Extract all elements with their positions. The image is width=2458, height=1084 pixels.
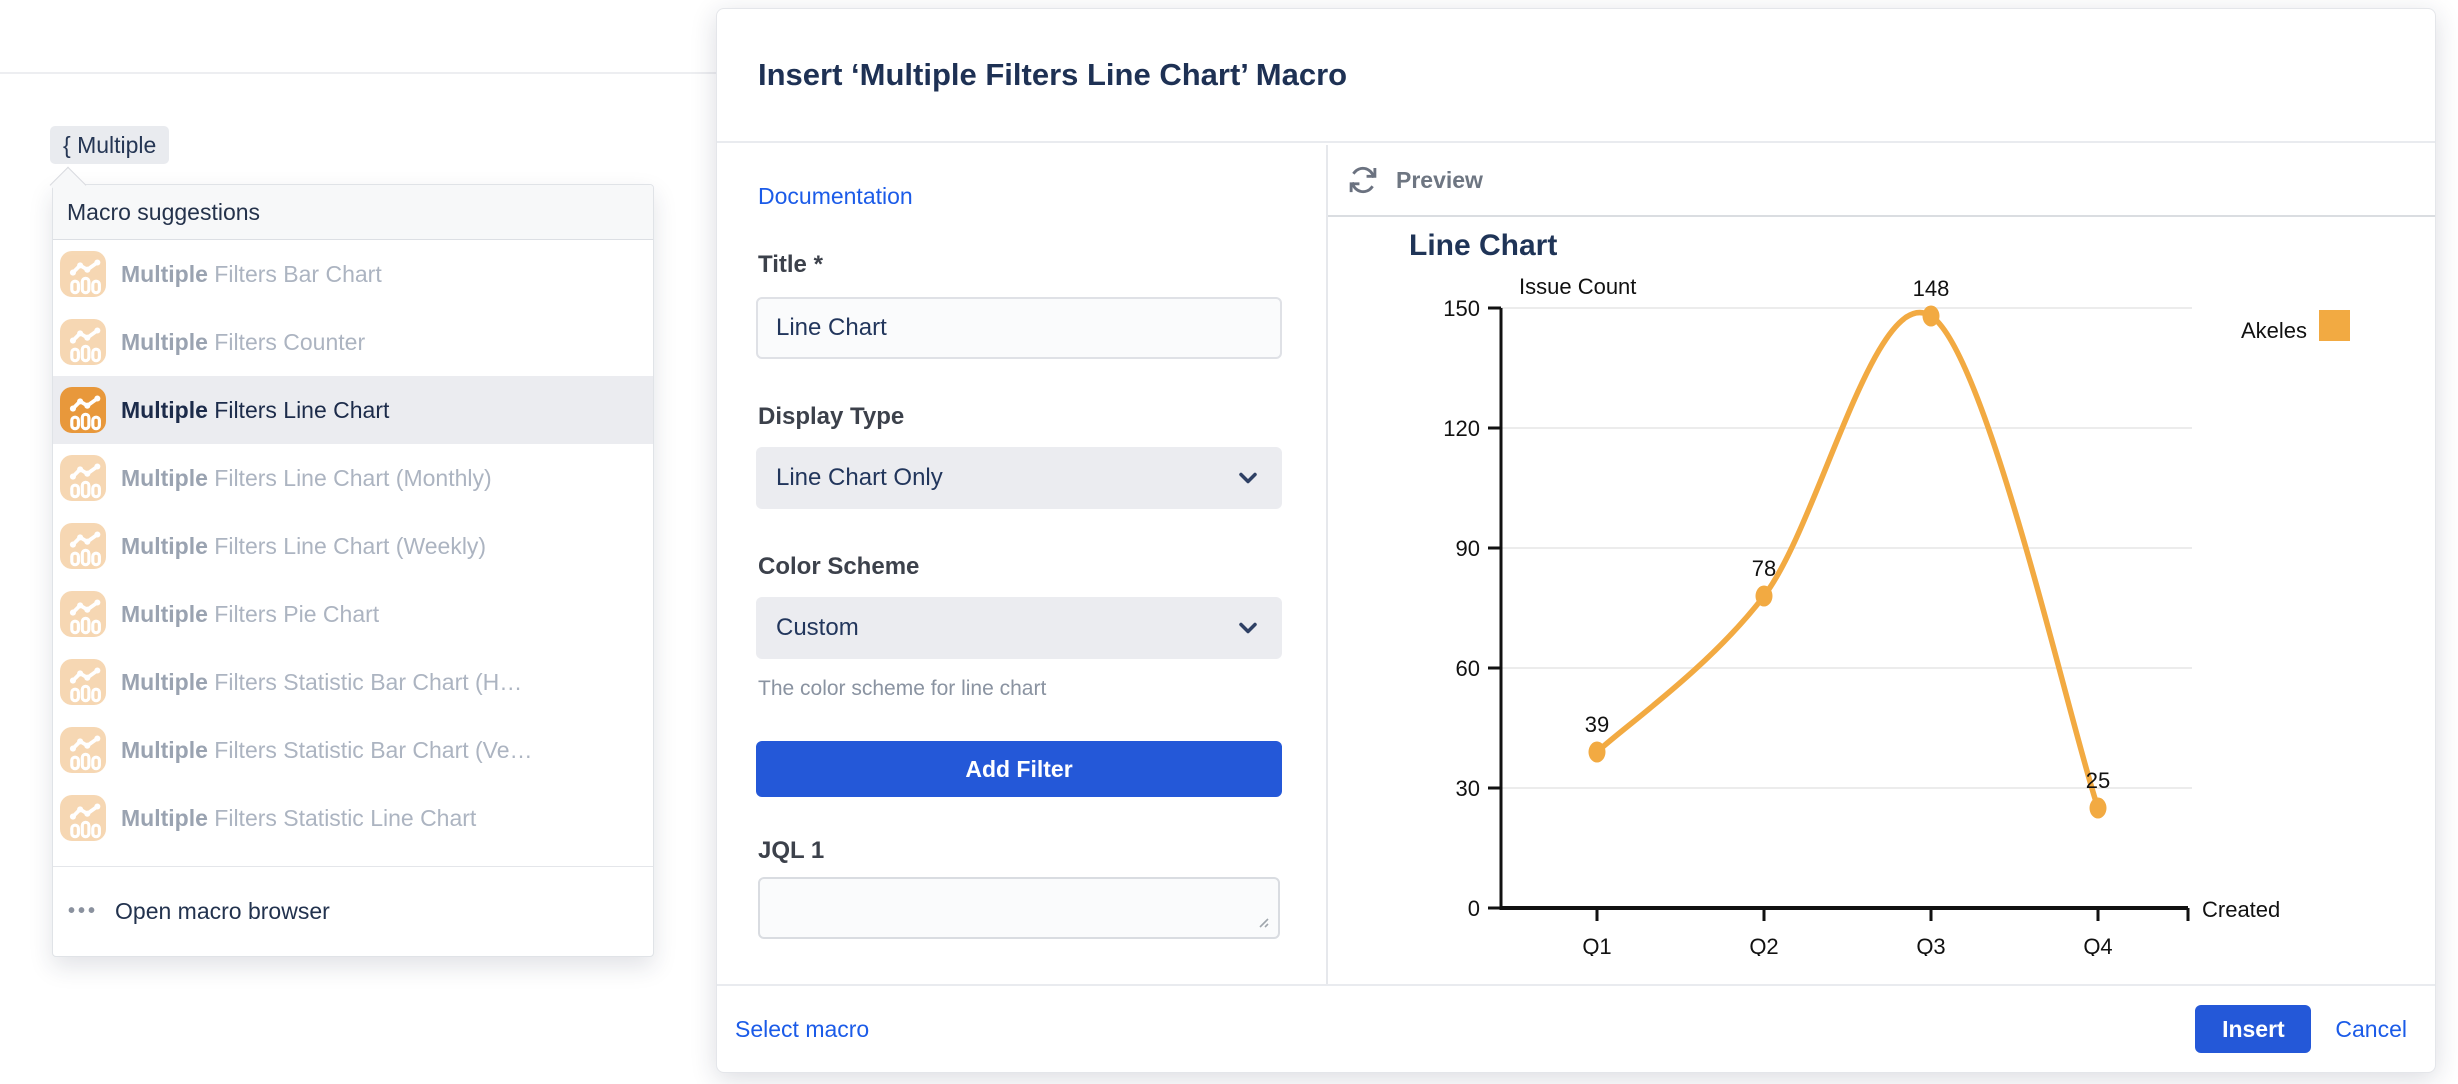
macro-suggestion-label: Multiple Filters Statistic Bar Chart (Ve…: [121, 736, 533, 763]
macro-suggestion-label: Multiple Filters Line Chart: [121, 396, 390, 423]
display-type-label: Display Type: [758, 403, 905, 430]
svg-text:25: 25: [2086, 768, 2110, 793]
svg-text:Created: Created: [2202, 897, 2280, 922]
color-scheme-help: The color scheme for line chart: [758, 677, 1047, 700]
documentation-link[interactable]: Documentation: [758, 183, 913, 209]
svg-text:90: 90: [1456, 536, 1480, 561]
svg-text:Q4: Q4: [2083, 934, 2112, 956]
macro-suggestion-label: Multiple Filters Counter: [121, 328, 366, 355]
chart-macro-icon: [60, 795, 106, 841]
svg-text:Issue Count: Issue Count: [1519, 274, 1636, 299]
display-type-select[interactable]: Line Chart Only: [756, 447, 1282, 509]
jql1-label: JQL 1: [758, 837, 825, 864]
chart-macro-icon: [60, 659, 106, 705]
chevron-down-icon: [1234, 614, 1262, 642]
title-input[interactable]: [756, 297, 1282, 359]
chart-macro-icon: [60, 523, 106, 569]
chart-macro-icon: [60, 591, 106, 637]
macro-suggestions-header: Macro suggestions: [53, 185, 653, 240]
color-scheme-select[interactable]: Custom: [756, 597, 1282, 659]
form-preview-divider: [1326, 145, 1328, 986]
insert-button[interactable]: Insert: [2195, 1005, 2312, 1053]
svg-text:39: 39: [1585, 712, 1609, 737]
macro-suggestion-item[interactable]: Multiple Filters Line Chart (Monthly): [53, 444, 653, 512]
svg-text:0: 0: [1468, 896, 1480, 921]
svg-text:30: 30: [1456, 776, 1480, 801]
preview-panel: Preview Line Chart 0 30 60 90 120 150 Q1 Q2 Q3 Q4…: [1328, 145, 2435, 984]
insert-macro-dialog: Insert ‘Multiple Filters Line Chart’ Mac…: [716, 8, 2436, 1073]
macro-suggestion-label: Multiple Filters Bar Chart: [121, 260, 382, 287]
jql1-textarea[interactable]: [758, 877, 1280, 939]
svg-text:Q2: Q2: [1749, 934, 1778, 956]
svg-text:148: 148: [1913, 276, 1950, 301]
macro-suggestion-label: Multiple Filters Pie Chart: [121, 600, 380, 627]
macro-suggestion-label: Multiple Filters Line Chart (Monthly): [121, 464, 492, 491]
macro-parameters-form: Documentation Title * Display Type Line …: [717, 145, 1326, 984]
chart-macro-icon: [60, 251, 106, 297]
select-macro-link[interactable]: Select macro: [735, 1015, 870, 1042]
macro-suggestion-item[interactable]: Multiple Filters Statistic Bar Chart (Ve…: [53, 716, 653, 784]
chart-macro-icon: [60, 387, 106, 433]
macro-autocomplete-token[interactable]: { Multiple: [50, 126, 170, 164]
chart-title: Line Chart: [1409, 229, 1558, 262]
open-macro-browser[interactable]: ••• Open macro browser: [68, 898, 330, 924]
dialog-title: Insert ‘Multiple Filters Line Chart’ Mac…: [758, 57, 1348, 92]
ellipsis-icon: •••: [68, 900, 99, 922]
macro-suggestion-label: Multiple Filters Line Chart (Weekly): [121, 532, 487, 559]
dialog-header: Insert ‘Multiple Filters Line Chart’ Mac…: [717, 9, 2435, 143]
macro-suggestion-label: Multiple Filters Statistic Line Chart: [121, 804, 477, 831]
title-field-label: Title *: [758, 251, 823, 278]
svg-text:Q3: Q3: [1916, 934, 1945, 956]
macro-suggestion-label: Multiple Filters Statistic Bar Chart (H…: [121, 668, 523, 695]
macro-suggestions-dropdown: Macro suggestions Multiple Filters Bar C…: [52, 184, 654, 957]
svg-text:120: 120: [1443, 416, 1480, 441]
svg-text:Akeles: Akeles: [2241, 318, 2307, 343]
svg-text:150: 150: [1443, 296, 1480, 321]
add-filter-button[interactable]: Add Filter: [756, 741, 1282, 797]
editor-toolbar-border: [0, 72, 717, 74]
dialog-footer: Select macro Insert Cancel: [717, 984, 2435, 1072]
cancel-button[interactable]: Cancel: [2335, 1015, 2407, 1042]
macro-suggestion-item[interactable]: Multiple Filters Statistic Line Chart: [53, 784, 653, 852]
chart-macro-icon: [60, 455, 106, 501]
preview-label: Preview: [1396, 166, 1483, 193]
preview-chart-svg: 0 30 60 90 120 150 Q1 Q2 Q3 Q4 Issue Count Created 3…: [1443, 274, 2350, 956]
macro-suggestion-item[interactable]: Multiple Filters Pie Chart: [53, 580, 653, 648]
chevron-down-icon: [1234, 464, 1262, 492]
preview-header: Preview: [1328, 145, 2435, 217]
macro-suggestion-item-selected[interactable]: Multiple Filters Line Chart: [53, 376, 653, 444]
svg-text:60: 60: [1456, 656, 1480, 681]
macro-suggestion-item[interactable]: Multiple Filters Statistic Bar Chart (H…: [53, 648, 653, 716]
svg-text:Q1: Q1: [1582, 934, 1611, 956]
chart-macro-icon: [60, 319, 106, 365]
color-scheme-label: Color Scheme: [758, 553, 920, 580]
dropdown-divider: [53, 866, 653, 867]
chart-macro-icon: [60, 727, 106, 773]
macro-suggestion-item[interactable]: Multiple Filters Counter: [53, 308, 653, 376]
svg-text:78: 78: [1752, 556, 1776, 581]
refresh-icon[interactable]: [1348, 165, 1378, 195]
macro-suggestion-item[interactable]: Multiple Filters Line Chart (Weekly): [53, 512, 653, 580]
macro-suggestion-item[interactable]: Multiple Filters Bar Chart: [53, 240, 653, 308]
